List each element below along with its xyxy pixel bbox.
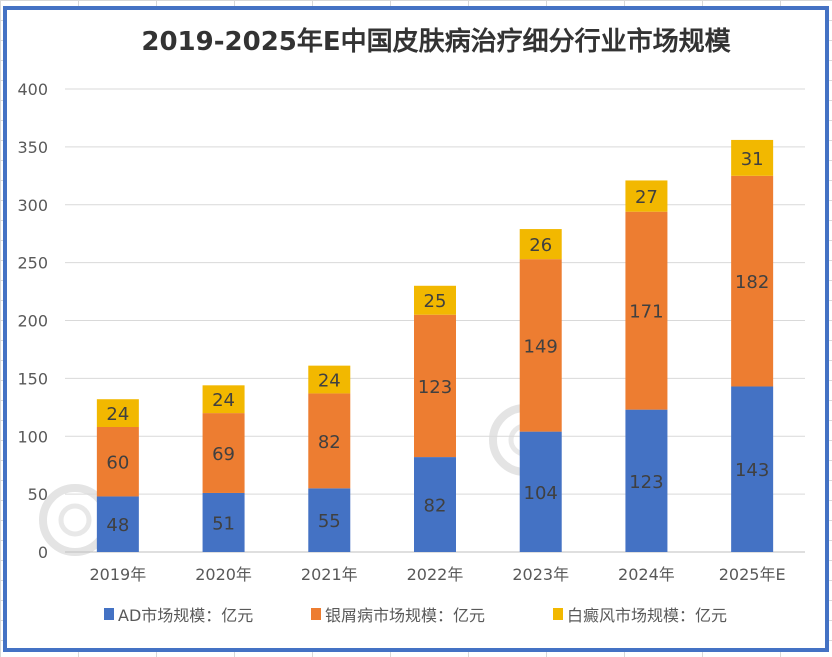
data-label: 149 xyxy=(524,336,558,357)
y-tick-label: 400 xyxy=(17,80,48,99)
bar-segment xyxy=(731,139,774,176)
x-tick-label: 2024年 xyxy=(618,565,675,584)
chart-title: 2019-2025年E中国皮肤病治疗细分行业市场规模 xyxy=(141,26,731,57)
x-tick-label: 2020年 xyxy=(195,565,252,584)
legend-swatch xyxy=(104,608,114,620)
legend-swatch xyxy=(311,608,321,620)
y-tick-label: 350 xyxy=(17,138,48,157)
data-label: 182 xyxy=(735,272,769,293)
x-tick-label: 2025年E xyxy=(719,565,786,584)
data-label: 24 xyxy=(318,371,341,392)
bar-segment xyxy=(96,399,139,427)
x-tick-label: 2023年 xyxy=(512,565,569,584)
bar-segment xyxy=(731,386,774,552)
bar-segment xyxy=(308,393,351,489)
y-tick-label: 100 xyxy=(17,427,48,446)
bar-segment xyxy=(731,175,774,387)
bar-segment xyxy=(96,426,139,497)
bar-segment xyxy=(625,180,668,212)
data-label: 82 xyxy=(424,496,447,517)
data-label: 123 xyxy=(418,377,452,398)
bar-segment xyxy=(202,492,245,552)
data-label: 27 xyxy=(635,187,658,208)
data-label: 104 xyxy=(524,483,558,504)
bar-segment xyxy=(202,385,245,414)
y-tick-label: 200 xyxy=(17,312,48,331)
bar-segment xyxy=(308,365,351,394)
bar-segment xyxy=(414,314,456,458)
y-tick-label: 300 xyxy=(17,196,48,215)
bar-segment xyxy=(414,457,456,552)
data-label: 51 xyxy=(212,513,235,534)
x-tick-label: 2019年 xyxy=(89,565,146,584)
bar-segment xyxy=(519,259,562,432)
data-label: 24 xyxy=(106,404,129,425)
data-label: 24 xyxy=(212,390,235,411)
bar-segment xyxy=(625,409,668,552)
data-label: 60 xyxy=(106,453,129,474)
y-tick-label: 250 xyxy=(17,254,48,273)
y-tick-label: 50 xyxy=(28,485,48,504)
data-label: 123 xyxy=(629,472,663,493)
data-label: 31 xyxy=(741,149,764,170)
bar-segment xyxy=(519,229,562,260)
data-label: 171 xyxy=(629,302,663,323)
data-label: 69 xyxy=(212,444,235,465)
data-label: 82 xyxy=(318,432,341,453)
data-label: 25 xyxy=(424,291,447,312)
data-label: 55 xyxy=(318,511,341,532)
data-label: 143 xyxy=(735,460,769,481)
bar-segment xyxy=(308,488,351,552)
x-tick-label: 2021年 xyxy=(301,565,358,584)
bar-segment xyxy=(202,413,245,493)
legend-label: AD市场规模：亿元 xyxy=(118,606,253,625)
watermark-logo-icon xyxy=(58,503,92,537)
bar-segment xyxy=(96,496,139,552)
data-label: 26 xyxy=(529,235,552,256)
y-tick-label: 0 xyxy=(38,543,48,562)
bar-segment xyxy=(519,431,562,552)
data-label: 48 xyxy=(106,515,129,536)
y-tick-label: 150 xyxy=(17,369,48,388)
legend-label: 白癜风市场规模：亿元 xyxy=(567,606,727,625)
bar-segment xyxy=(414,285,456,315)
x-tick-label: 2022年 xyxy=(407,565,464,584)
bar-segment xyxy=(625,211,668,410)
legend-label: 银屑病市场规模：亿元 xyxy=(325,606,485,625)
legend-swatch xyxy=(553,608,563,620)
